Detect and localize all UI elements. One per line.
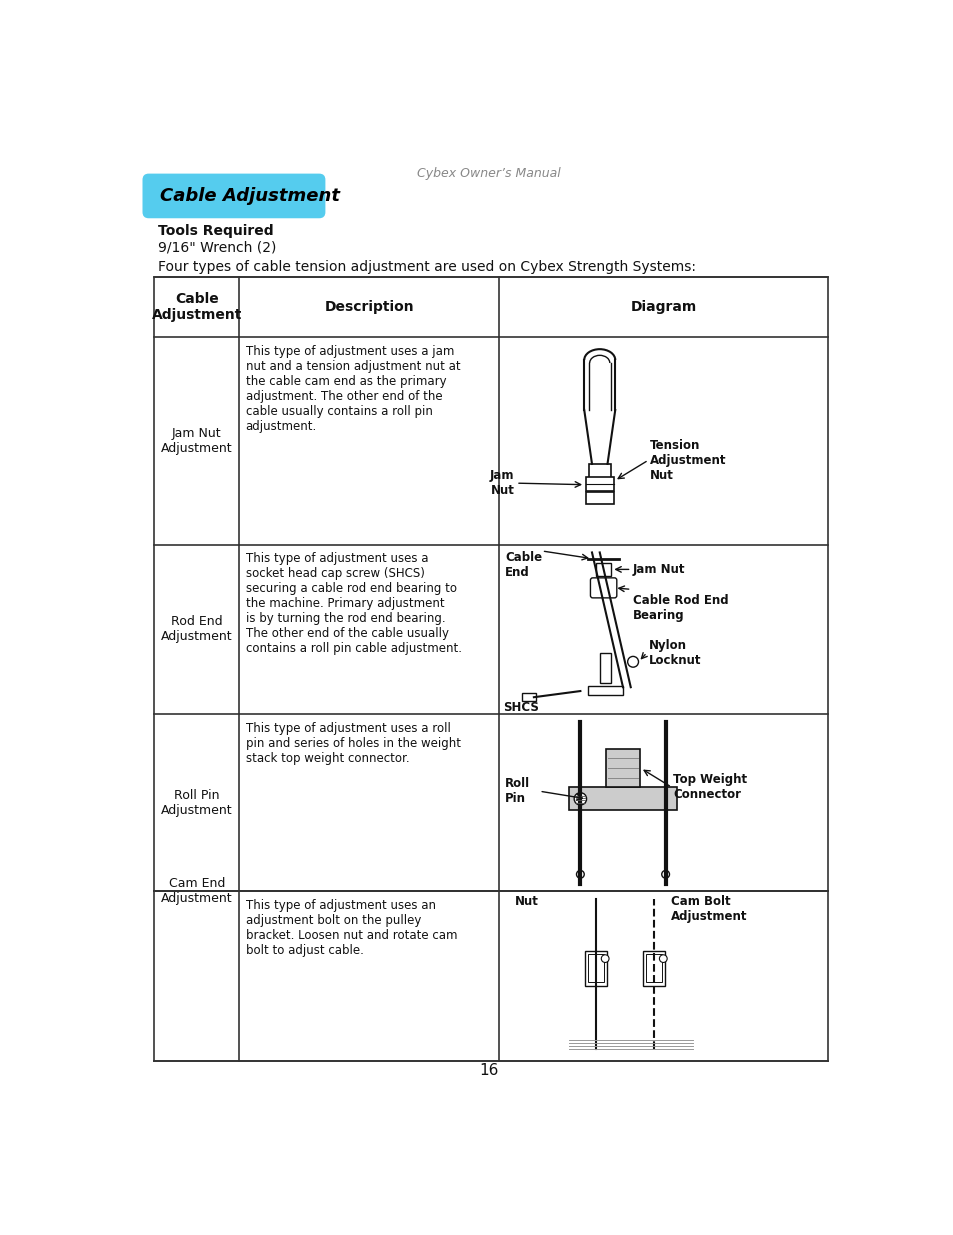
FancyBboxPatch shape <box>584 951 606 986</box>
Text: Four types of cable tension adjustment are used on Cybex Strength Systems:: Four types of cable tension adjustment a… <box>158 259 696 274</box>
Text: Nut: Nut <box>514 895 537 908</box>
Text: Diagram: Diagram <box>630 300 696 314</box>
FancyBboxPatch shape <box>645 953 661 983</box>
FancyBboxPatch shape <box>605 748 639 787</box>
Text: 9/16" Wrench (2): 9/16" Wrench (2) <box>158 241 276 254</box>
FancyBboxPatch shape <box>588 464 610 479</box>
Text: Top Weight
Connector: Top Weight Connector <box>673 773 747 802</box>
Text: SHCS: SHCS <box>502 701 538 714</box>
Circle shape <box>576 871 583 878</box>
Text: Jam Nut: Jam Nut <box>633 563 685 576</box>
Text: This type of adjustment uses a
socket head cap screw (SHCS)
securing a cable rod: This type of adjustment uses a socket he… <box>245 552 461 656</box>
Text: Cam Bolt
Adjustment: Cam Bolt Adjustment <box>670 895 747 923</box>
Circle shape <box>574 793 586 805</box>
Text: Tools Required: Tools Required <box>158 225 274 238</box>
Text: Roll
Pin: Roll Pin <box>505 777 530 805</box>
Circle shape <box>659 955 666 962</box>
Text: Cable
Adjustment: Cable Adjustment <box>152 291 242 322</box>
Circle shape <box>627 656 638 667</box>
Text: Cable Rod End
Bearing: Cable Rod End Bearing <box>633 594 728 622</box>
FancyBboxPatch shape <box>596 563 611 576</box>
FancyBboxPatch shape <box>585 477 613 490</box>
FancyBboxPatch shape <box>521 693 536 701</box>
Text: Nylon
Locknut: Nylon Locknut <box>648 638 700 667</box>
Text: Rod End
Adjustment: Rod End Adjustment <box>161 615 233 643</box>
FancyBboxPatch shape <box>587 685 622 695</box>
FancyBboxPatch shape <box>642 951 664 986</box>
Text: Cable Adjustment: Cable Adjustment <box>159 186 339 205</box>
Text: Cybex Owner’s Manual: Cybex Owner’s Manual <box>416 168 560 180</box>
Circle shape <box>661 871 669 878</box>
Text: Cable
End: Cable End <box>505 551 541 579</box>
Text: Cam End
Adjustment: Cam End Adjustment <box>161 877 233 905</box>
Text: Roll Pin
Adjustment: Roll Pin Adjustment <box>161 789 233 816</box>
FancyBboxPatch shape <box>599 652 610 683</box>
Text: This type of adjustment uses a jam
nut and a tension adjustment nut at
the cable: This type of adjustment uses a jam nut a… <box>245 345 459 432</box>
FancyBboxPatch shape <box>568 787 677 810</box>
Text: Tension
Adjustment
Nut: Tension Adjustment Nut <box>649 438 726 482</box>
FancyBboxPatch shape <box>590 578 617 598</box>
FancyBboxPatch shape <box>585 493 613 504</box>
Text: This type of adjustment uses a roll
pin and series of holes in the weight
stack : This type of adjustment uses a roll pin … <box>245 721 460 764</box>
Text: Description: Description <box>324 300 414 314</box>
FancyBboxPatch shape <box>587 953 603 983</box>
Circle shape <box>600 955 608 962</box>
Text: 16: 16 <box>478 1062 498 1078</box>
Text: Jam Nut
Adjustment: Jam Nut Adjustment <box>161 427 233 454</box>
Text: This type of adjustment uses an
adjustment bolt on the pulley
bracket. Loosen nu: This type of adjustment uses an adjustme… <box>245 899 456 957</box>
FancyBboxPatch shape <box>142 174 325 219</box>
Text: Jam
Nut: Jam Nut <box>490 469 514 498</box>
